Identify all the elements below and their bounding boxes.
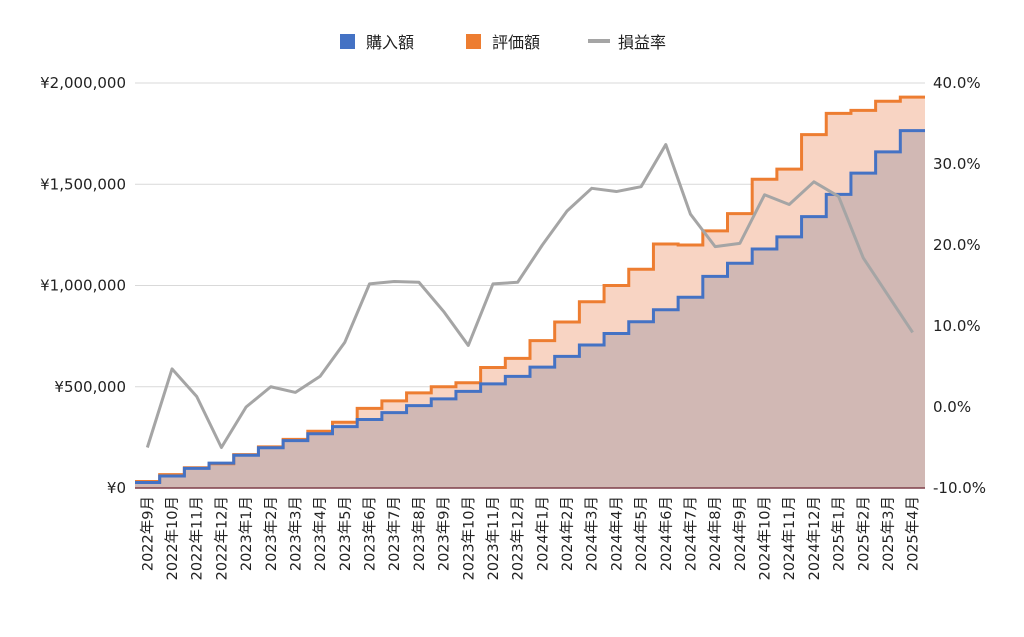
x-tick-label: 2022年12月: [213, 496, 230, 580]
y-left-tick-label: ¥2,000,000: [40, 74, 126, 92]
legend-swatch: [466, 34, 481, 49]
x-tick-label: 2024年11月: [781, 496, 798, 580]
x-tick-label: 2023年5月: [337, 496, 354, 571]
x-tick-label: 2024年8月: [707, 496, 724, 571]
y-right-tick-label: 0.0%: [933, 398, 971, 416]
legend-label: 購入額: [366, 33, 414, 52]
x-tick-label: 2024年9月: [732, 496, 749, 571]
x-tick-label: 2024年2月: [559, 496, 576, 571]
x-tick-label: 2024年6月: [658, 496, 675, 571]
x-tick-label: 2025年2月: [855, 496, 872, 571]
x-tick-label: 2023年6月: [362, 496, 379, 571]
profit-rate-line: [145, 143, 914, 449]
x-tick-label: 2023年9月: [436, 496, 453, 571]
legend-label: 評価額: [492, 33, 540, 52]
x-tick-label: 2024年12月: [806, 496, 823, 580]
y-right-tick-label: 40.0%: [933, 74, 981, 92]
y-left-tick-label: ¥500,000: [54, 378, 126, 396]
x-tick-label: 2022年10月: [164, 496, 181, 580]
x-tick-label: 2023年4月: [312, 496, 329, 571]
y-right-tick-label: 10.0%: [933, 317, 981, 335]
legend-swatch: [340, 34, 355, 49]
x-tick-label: 2023年2月: [263, 496, 280, 571]
purchase-step-line: [135, 129, 925, 485]
x-tick-label: 2023年7月: [386, 496, 403, 571]
legend-swatch: [588, 39, 610, 43]
x-tick-label: 2024年3月: [584, 496, 601, 571]
x-tick-label: 2024年7月: [682, 496, 699, 571]
y-right-tick-label: 30.0%: [933, 155, 981, 173]
x-tick-label: 2023年10月: [460, 496, 477, 580]
x-tick-label: 2022年11月: [189, 496, 206, 580]
x-tick-label: 2025年4月: [905, 496, 922, 571]
y-left-tick-label: ¥1,500,000: [40, 175, 126, 193]
purchase-area: [135, 130, 925, 488]
legend-label: 損益率: [618, 33, 666, 52]
y-left-tick-label: ¥0: [107, 479, 126, 497]
x-tick-label: 2024年10月: [757, 496, 774, 580]
x-tick-label: 2023年12月: [510, 496, 527, 580]
x-tick-label: 2023年1月: [238, 496, 255, 571]
x-tick-label: 2023年11月: [485, 496, 502, 580]
x-tick-label: 2022年9月: [139, 496, 156, 571]
x-tick-label: 2024年5月: [633, 496, 650, 571]
x-tick-label: 2024年1月: [534, 496, 551, 571]
x-tick-label: 2024年4月: [608, 496, 625, 571]
y-right-tick-label: 20.0%: [933, 236, 981, 254]
x-tick-label: 2023年8月: [411, 496, 428, 571]
x-tick-label: 2025年1月: [831, 496, 848, 571]
y-right-tick-label: -10.0%: [933, 479, 986, 497]
y-left-tick-label: ¥1,000,000: [40, 277, 126, 295]
x-tick-label: 2025年3月: [880, 496, 897, 571]
x-tick-label: 2023年3月: [287, 496, 304, 571]
